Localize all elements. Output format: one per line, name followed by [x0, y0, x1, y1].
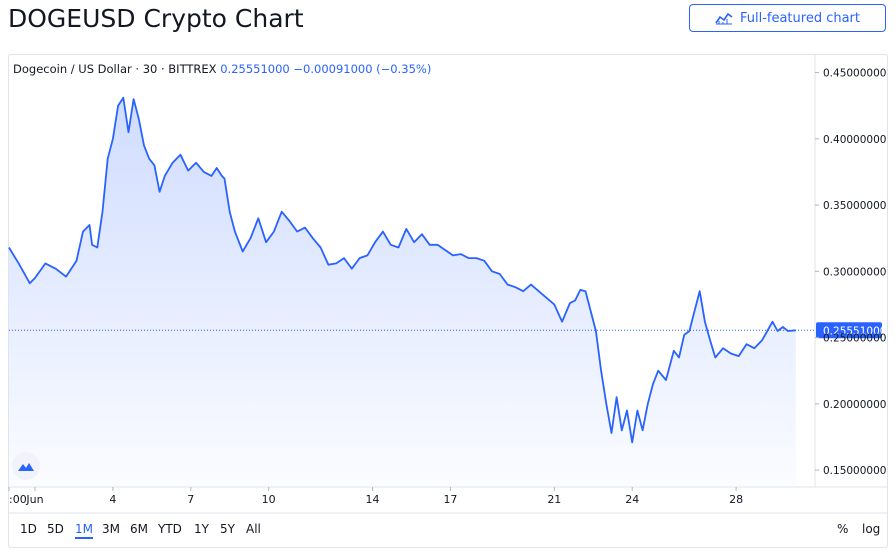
y-tick-label: 0.30000000 — [823, 266, 886, 278]
page-title: DOGEUSD Crypto Chart — [8, 4, 304, 33]
y-tick-label: 0.35000000 — [823, 200, 886, 212]
range-button-1y[interactable]: 1Y — [194, 522, 209, 536]
tradingview-logo[interactable] — [12, 452, 40, 480]
range-button-5d[interactable]: 5D — [47, 522, 64, 536]
x-tick-label: 14 — [366, 493, 380, 506]
price-series-line — [8, 96, 796, 444]
last-price-badge — [816, 322, 882, 339]
x-tick-label: 28 — [729, 493, 743, 506]
percent-scale-toggle[interactable]: % — [837, 522, 849, 536]
y-tick-label: 0.40000000 — [823, 134, 886, 146]
chart-legend: Dogecoin / US Dollar · 30 · BITTREX 0.25… — [13, 62, 431, 76]
y-tick-label: 0.25000000 — [823, 333, 886, 345]
x-tick-label: 21 — [547, 493, 561, 506]
range-button-1m[interactable]: 1M — [75, 522, 93, 539]
x-tick-label: 10 — [262, 493, 276, 506]
x-tick-label: Jun — [25, 493, 43, 506]
legend-symbol: Dogecoin / US Dollar · 30 · BITTREX — [13, 62, 217, 76]
full-featured-chart-button[interactable]: Full-featured chart — [689, 4, 886, 32]
cloud-logo-icon — [18, 463, 34, 471]
range-button-1d[interactable]: 1D — [20, 522, 37, 536]
range-button-ytd[interactable]: YTD — [158, 522, 182, 536]
y-tick-label: 0.20000000 — [823, 399, 886, 411]
range-button-6m[interactable]: 6M — [130, 522, 148, 536]
x-tick-label: :00 — [9, 493, 27, 506]
range-toolbar: 1D 5D 1M 3M 6M YTD 1Y 5Y All % log — [8, 516, 886, 544]
x-tick-label: 7 — [187, 493, 194, 506]
legend-price: 0.25551000 — [220, 62, 290, 76]
last-price-label: 0.25551000 — [823, 325, 886, 337]
y-tick-label: 0.45000000 — [823, 68, 886, 80]
y-tick-label: 0.15000000 — [823, 465, 886, 477]
x-tick-label: 17 — [443, 493, 457, 506]
legend-change: −0.00091000 (−0.35%) — [293, 62, 432, 76]
price-area-fill — [9, 97, 796, 486]
range-button-all[interactable]: All — [246, 522, 261, 536]
range-button-5y[interactable]: 5Y — [220, 522, 235, 536]
chart-trend-icon — [715, 12, 733, 25]
full-featured-chart-label: Full-featured chart — [739, 10, 861, 26]
range-button-3m[interactable]: 3M — [102, 522, 120, 536]
x-tick-label: 4 — [109, 493, 116, 506]
log-scale-toggle[interactable]: log — [862, 522, 881, 536]
x-tick-label: 24 — [625, 493, 639, 506]
